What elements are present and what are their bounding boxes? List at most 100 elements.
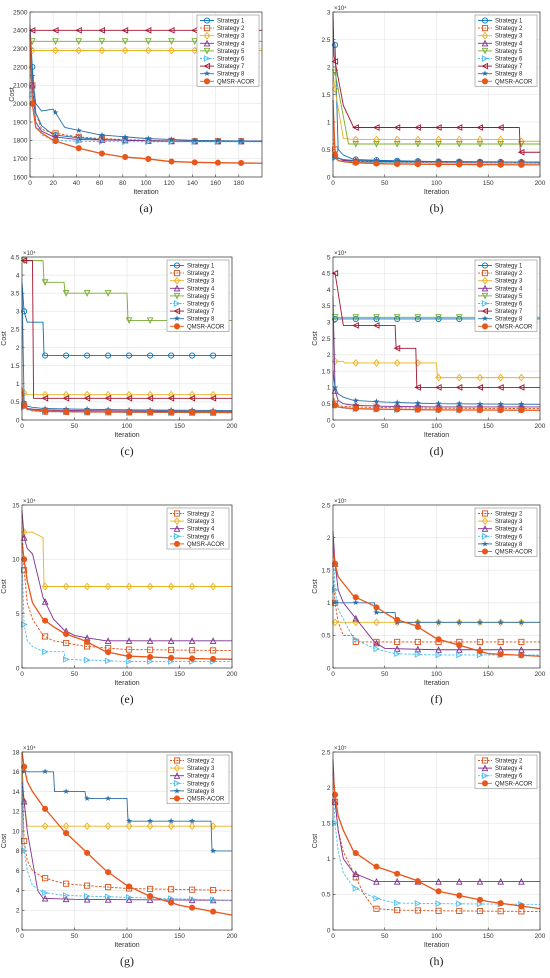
data-point [455, 314, 463, 321]
y-tick-label: 0.5 [321, 892, 330, 899]
legend-label: Strategy 1 [187, 264, 215, 270]
chart-panel-3: 05010015020000.511.522.533.544.5★★★★★★★★… [1, 250, 238, 458]
y-tick-label: 1 [327, 856, 331, 863]
data-point [456, 406, 463, 414]
data-point: ★ [147, 817, 154, 826]
data-point [63, 352, 70, 359]
data-point [393, 124, 401, 131]
data-point [373, 359, 380, 367]
data-point [517, 148, 525, 156]
data-point [21, 567, 28, 574]
data-point [167, 637, 175, 644]
x-tick-label: 200 [535, 423, 546, 430]
data-point [188, 394, 196, 402]
y-tick-label: 5 [16, 611, 20, 618]
series-strategy-8: ★ ★ ★ ★ ★ ★ ★ ★ ★ ★ [21, 767, 232, 855]
series-strategy-2 [21, 761, 233, 894]
data-point [393, 135, 401, 144]
data-point [144, 38, 152, 45]
series-line [332, 759, 540, 883]
y-tick-label: 15 [12, 502, 20, 509]
series-strategy-7 [20, 257, 232, 402]
data-point [104, 822, 112, 831]
x-tick-label: 100 [122, 933, 133, 940]
data-point [104, 895, 112, 903]
data-point [435, 373, 442, 382]
legend-label: Strategy 2 [217, 26, 245, 32]
data-point [125, 317, 133, 324]
data-point [105, 649, 112, 656]
x-tick-label: 50 [71, 671, 79, 678]
legend-label: Strategy 3 [495, 519, 523, 525]
axis-multiplier: ×10⁴ [334, 5, 347, 12]
data-point [434, 384, 442, 391]
legend-label: Strategy 8 [495, 72, 523, 78]
x-tick-label: 100 [122, 423, 133, 430]
legend-label: Strategy 4 [187, 527, 215, 533]
data-point [126, 883, 133, 890]
data-point: ★ [518, 618, 525, 627]
data-point [147, 885, 154, 892]
legend-label: Strategy 4 [217, 41, 245, 47]
axes-frame [29, 11, 263, 178]
legend-label: Strategy 4 [495, 41, 523, 47]
y-axis-label: Cost [9, 87, 16, 101]
legend-label: Strategy 8 [187, 789, 215, 795]
y-tick-label: 14 [12, 789, 20, 796]
y-tick-label: 3 [16, 309, 20, 316]
data-point [62, 394, 70, 402]
data-point [476, 161, 484, 168]
x-tick-label: 150 [174, 423, 185, 430]
series-line [21, 526, 233, 652]
data-point [122, 138, 129, 146]
data-point [332, 560, 339, 567]
series-strategy-7 [331, 269, 540, 391]
series-line [21, 761, 233, 891]
legend-marker [481, 284, 489, 292]
data-point: ★ [214, 136, 221, 145]
series-qmsr-acor [29, 33, 263, 167]
data-point [52, 130, 59, 137]
data-point [393, 344, 401, 352]
legend-label: QMSR-ACOR [495, 781, 533, 787]
y-tick-label: 2 [327, 64, 331, 71]
data-point [189, 352, 196, 359]
data-point [476, 618, 484, 627]
legend-label: Strategy 7 [495, 64, 523, 70]
legend-label: QMSR-ACOR [187, 324, 225, 330]
x-tick-label: 150 [483, 671, 494, 678]
data-point [168, 886, 175, 893]
legend-marker [481, 757, 489, 764]
data-point [414, 161, 421, 168]
data-point [126, 658, 133, 665]
y-tick-label: 10 [12, 557, 20, 564]
data-point [122, 153, 129, 161]
data-point [105, 352, 112, 359]
data-point [51, 27, 59, 34]
legend-label: Strategy 3 [217, 34, 245, 40]
data-point [497, 140, 504, 148]
legend-marker: ★ [481, 69, 488, 78]
data-point: ★ [210, 846, 217, 855]
data-point: ★ [331, 598, 338, 607]
data-point [209, 637, 217, 644]
legend-label: Strategy 5 [217, 49, 245, 55]
data-point [98, 46, 106, 55]
data-point [121, 27, 129, 34]
x-tick-label: 0 [331, 671, 335, 678]
data-point [105, 893, 112, 901]
x-tick-label: 100 [431, 423, 442, 430]
y-tick-label: 4 [327, 287, 331, 294]
data-point [21, 402, 28, 409]
data-point [146, 394, 154, 402]
x-tick-label: 100 [122, 671, 133, 678]
data-point [104, 290, 112, 297]
legend-marker [481, 772, 489, 780]
data-point: ★ [63, 787, 70, 796]
data-point [394, 870, 401, 877]
y-tick-label: 0 [327, 665, 331, 672]
y-tick-label: 8 [16, 848, 20, 855]
data-point [352, 315, 359, 322]
x-tick-label: 0 [331, 423, 335, 430]
